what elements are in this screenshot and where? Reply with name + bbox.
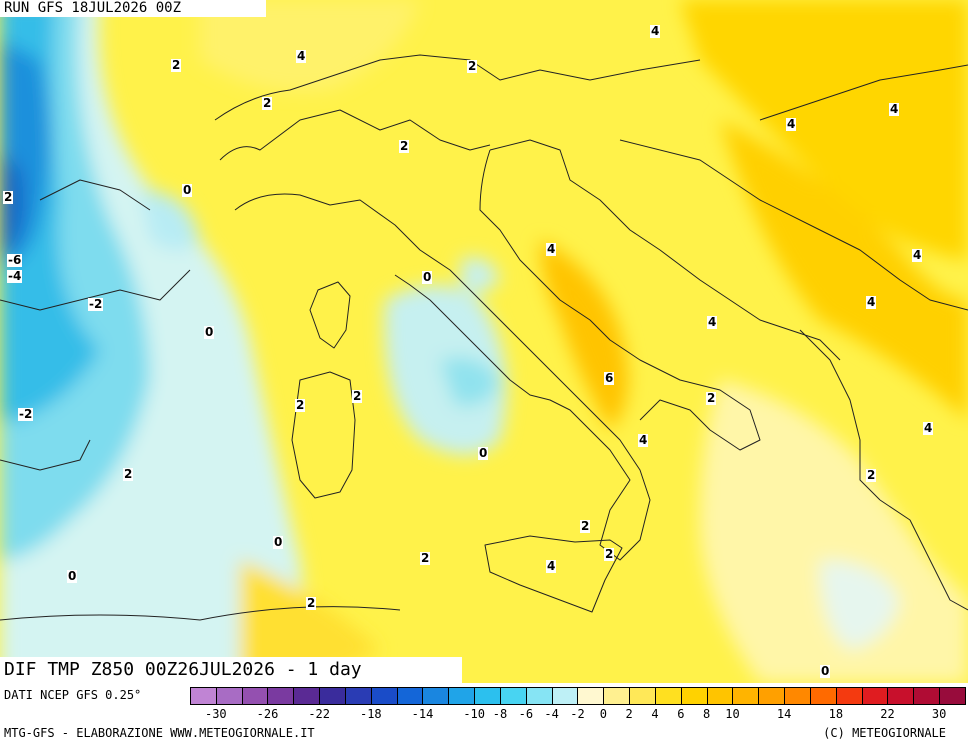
- color-scale-cell: [940, 687, 966, 705]
- isoline-label: 2: [399, 139, 410, 153]
- color-scale-tick: 2: [625, 707, 633, 721]
- isoline-label: 0: [820, 664, 831, 678]
- color-scale-cell: [655, 687, 682, 705]
- color-scale-cell: [423, 687, 450, 705]
- color-scale-cell: [862, 687, 889, 705]
- color-scale-cell: [785, 687, 811, 705]
- isoline-label: 2: [306, 596, 317, 610]
- run-label: RUN GFS 18JUL2026 00Z: [0, 0, 266, 17]
- color-scale-cell: [604, 687, 631, 705]
- isoline-label: 0: [182, 183, 193, 197]
- isoline-label: 6: [604, 371, 615, 385]
- isoline-label: 4: [866, 295, 877, 309]
- color-scale-cell: [294, 687, 321, 705]
- color-scale-cell: [578, 687, 605, 705]
- map-title: DIF TMP Z850 00Z26JUL2026 - 1 day: [0, 657, 462, 683]
- color-scale-cell: [733, 687, 760, 705]
- isoline-label: 4: [786, 117, 797, 131]
- color-scale-tick: -6: [518, 707, 534, 721]
- color-scale-tick: -2: [570, 707, 585, 721]
- color-scale-cell: [681, 687, 708, 705]
- temperature-anomaly-map: [0, 0, 968, 683]
- color-scale-cell: [914, 687, 941, 705]
- isoline-label: 0: [204, 325, 215, 339]
- color-scale-cell: [371, 687, 398, 705]
- isoline-label: -4: [7, 269, 23, 283]
- isoline-label: 2: [467, 59, 478, 73]
- copyright: (C) METEOGIORNALE: [823, 726, 946, 740]
- color-scale-tick: -8: [492, 707, 508, 721]
- color-scale: [190, 687, 966, 705]
- data-source: DATI NCEP GFS 0.25°: [4, 688, 142, 702]
- color-scale-cell: [345, 687, 372, 705]
- color-scale-tick: 10: [725, 707, 740, 721]
- color-scale-cell: [397, 687, 424, 705]
- color-scale-tick: 14: [776, 707, 792, 721]
- color-scale-cell: [475, 687, 501, 705]
- color-scale-tick: -22: [308, 707, 330, 721]
- color-scale-tick: -30: [204, 707, 227, 721]
- isoline-label: 2: [262, 96, 273, 110]
- color-scale-cell: [242, 687, 269, 705]
- isoline-label: 2: [295, 398, 306, 412]
- color-scale-cell: [216, 687, 243, 705]
- isoline-label: -2: [88, 297, 104, 311]
- isoline-label: 0: [273, 535, 284, 549]
- color-scale-tick: 4: [651, 707, 659, 721]
- color-scale-tick: 6: [677, 707, 685, 721]
- color-scale-cell: [500, 687, 527, 705]
- isoline-label: 2: [352, 389, 363, 403]
- isoline-label: 0: [478, 446, 489, 460]
- isoline-label: 4: [889, 102, 900, 116]
- color-scale-ticks: -30 -26 -22 -18 -14 -10 -8 -6 -4 -2 0 2 4 6 8 10 14 18 22 3…: [190, 707, 965, 721]
- color-scale-tick: -10: [463, 707, 485, 721]
- color-scale-tick: 0: [599, 707, 607, 721]
- color-scale-cell: [759, 687, 786, 705]
- isoline-label: 4: [296, 49, 307, 63]
- isoline-label: -6: [7, 253, 23, 267]
- isoline-label: 4: [923, 421, 934, 435]
- isoline-label: -2: [18, 407, 34, 421]
- color-scale-tick: -18: [359, 707, 382, 721]
- isoline-label: 2: [866, 468, 877, 482]
- isoline-label: 4: [546, 559, 557, 573]
- color-scale-cell: [320, 687, 346, 705]
- color-scale-cell: [526, 687, 553, 705]
- isoline-label: 4: [546, 242, 557, 256]
- color-scale-tick: -26: [256, 707, 279, 721]
- color-scale-tick: -14: [411, 707, 434, 721]
- isoline-label: 2: [580, 519, 591, 533]
- color-scale-cell: [449, 687, 476, 705]
- isoline-label: 4: [707, 315, 718, 329]
- isoline-label: 2: [420, 551, 431, 565]
- isoline-label: 0: [422, 270, 433, 284]
- color-scale-cell: [268, 687, 295, 705]
- isoline-label: 2: [604, 547, 615, 561]
- color-scale-tick: 30: [931, 707, 947, 721]
- color-scale-cell: [810, 687, 837, 705]
- color-scale-tick: 8: [703, 707, 711, 721]
- color-scale-cell: [836, 687, 863, 705]
- color-scale-tick: 22: [880, 707, 895, 721]
- color-scale-cell: [707, 687, 734, 705]
- isoline-label: 0: [67, 569, 78, 583]
- isoline-label: 2: [706, 391, 717, 405]
- footer-credit: MTG-GFS - ELABORAZIONE WWW.METEOGIORNALE…: [4, 726, 315, 740]
- isoline-label: 4: [912, 248, 923, 262]
- color-scale-tick: 18: [828, 707, 844, 721]
- color-scale-cell: [552, 687, 579, 705]
- color-scale-tick: -4: [544, 707, 559, 721]
- isoline-label: 2: [123, 467, 134, 481]
- isoline-label: 2: [171, 58, 182, 72]
- color-scale-cell: [191, 687, 217, 705]
- color-scale-cell: [888, 687, 915, 705]
- isoline-label: 4: [650, 24, 661, 38]
- isoline-label: 4: [638, 433, 649, 447]
- isoline-label: 2: [3, 190, 14, 204]
- color-scale-cell: [630, 687, 656, 705]
